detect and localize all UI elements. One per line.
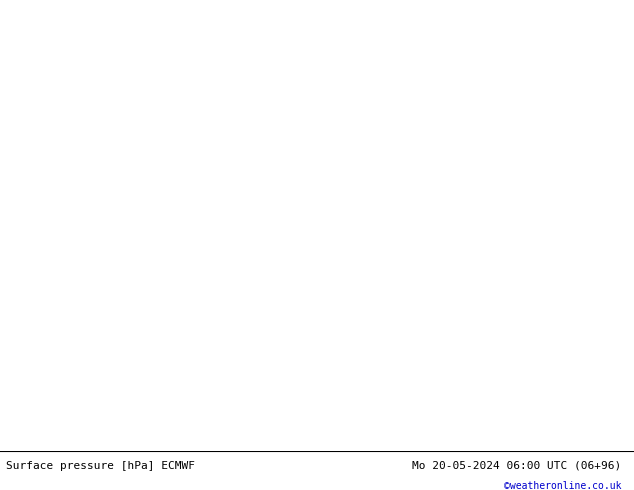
Text: Mo 20-05-2024 06:00 UTC (06+96): Mo 20-05-2024 06:00 UTC (06+96) — [412, 461, 621, 471]
Text: Surface pressure [hPa] ECMWF: Surface pressure [hPa] ECMWF — [6, 461, 195, 471]
Text: ©weatheronline.co.uk: ©weatheronline.co.uk — [504, 481, 621, 490]
